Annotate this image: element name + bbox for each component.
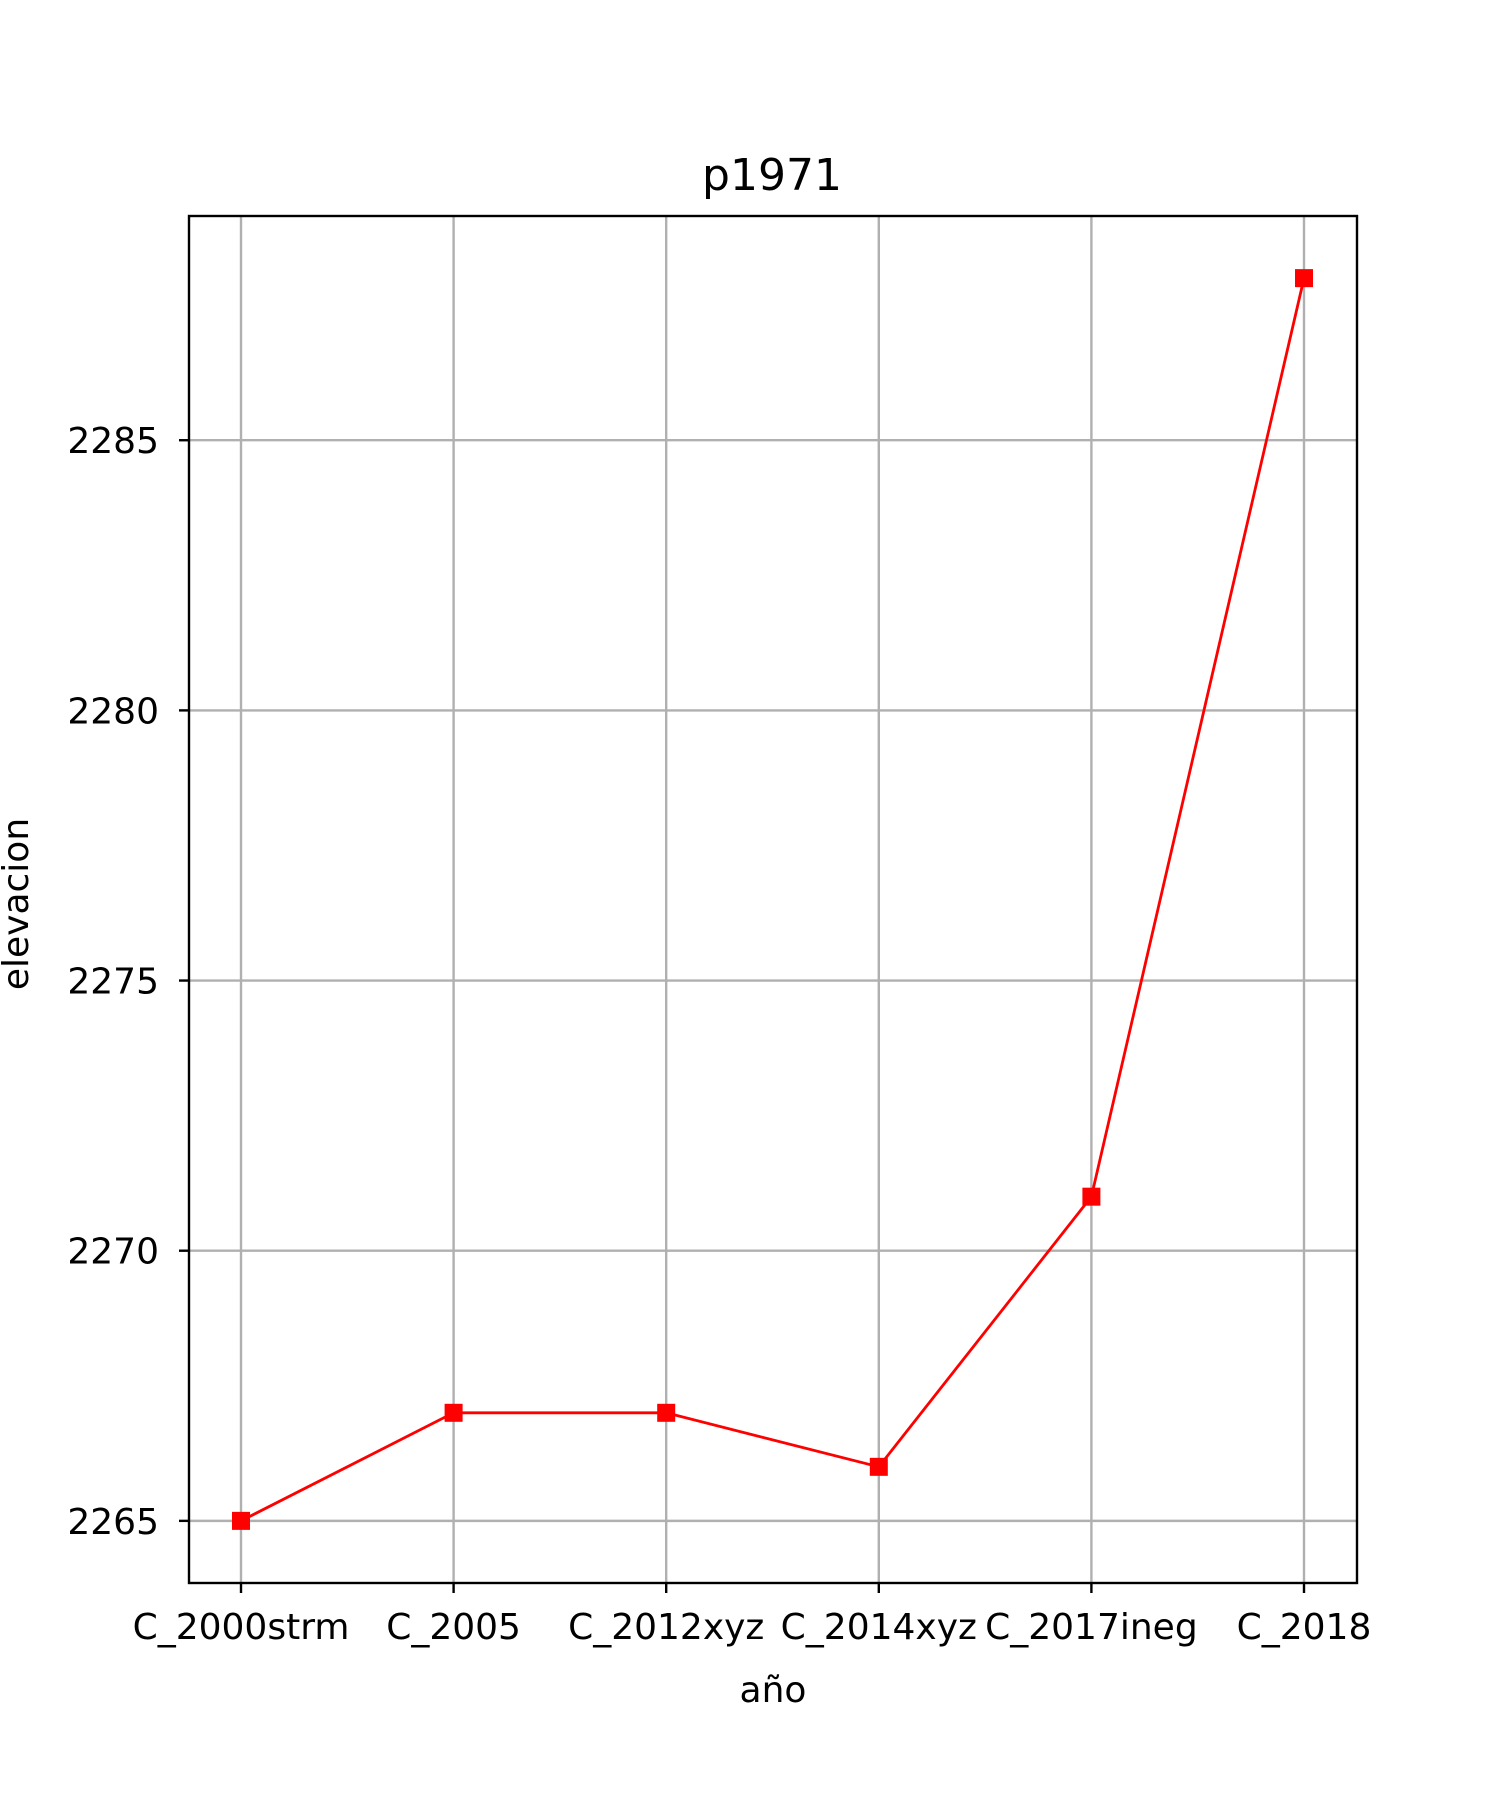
series-group bbox=[232, 269, 1313, 1530]
grid bbox=[189, 216, 1357, 1583]
y-axis-ticks: 2265 2270 2275 2280 2285 bbox=[67, 421, 189, 1543]
x-axis-ticks: C_2000strm C_2005 C_2012xyz C_2014xyz C_2017… bbox=[133, 1583, 1372, 1648]
x-tick-label: C_2014xyz bbox=[781, 1607, 977, 1648]
x-tick-label: C_2018 bbox=[1237, 1607, 1372, 1648]
x-tick-label: C_2005 bbox=[386, 1607, 521, 1648]
chart-title: p1971 bbox=[702, 150, 842, 201]
data-point-marker bbox=[657, 1403, 676, 1422]
x-axis-label: año bbox=[740, 1670, 807, 1711]
y-tick-label: 2275 bbox=[67, 962, 159, 1003]
data-point-marker bbox=[1082, 1187, 1101, 1206]
data-point-marker bbox=[444, 1403, 463, 1422]
y-tick-label: 2280 bbox=[67, 691, 159, 732]
series-line bbox=[240, 277, 1306, 1523]
y-tick-label: 2285 bbox=[67, 421, 159, 462]
plot-area-frame bbox=[187, 214, 1359, 1585]
x-tick-label: C_2012xyz bbox=[568, 1607, 764, 1648]
y-tick-label: 2265 bbox=[67, 1502, 159, 1543]
data-point-marker bbox=[869, 1457, 888, 1476]
x-tick-label: C_2017ineg bbox=[985, 1607, 1198, 1648]
y-tick-label: 2270 bbox=[67, 1232, 159, 1273]
x-tick-label: C_2000strm bbox=[133, 1607, 350, 1648]
data-point-marker bbox=[232, 1511, 250, 1530]
data-point-marker bbox=[1295, 269, 1313, 288]
y-axis-label: elevacion bbox=[0, 818, 37, 990]
